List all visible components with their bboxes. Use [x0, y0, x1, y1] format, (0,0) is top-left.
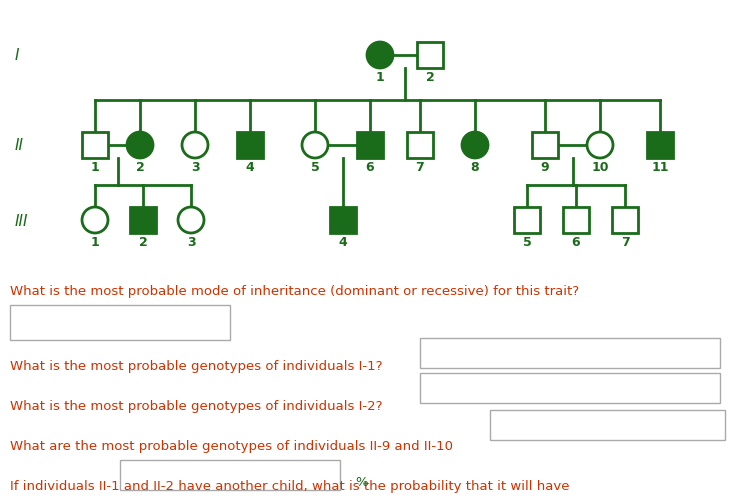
Text: 2: 2	[139, 236, 147, 249]
Text: 6: 6	[366, 161, 375, 174]
Bar	[420, 338, 720, 368]
Bar	[130, 207, 156, 233]
Bar	[82, 132, 108, 158]
Bar	[10, 305, 230, 340]
Text: What are the most probable genotypes of individuals II-9 and II-10: What are the most probable genotypes of …	[10, 440, 453, 453]
Text: 3: 3	[191, 161, 200, 174]
Bar	[330, 207, 356, 233]
Text: What is the most probable genotypes of individuals I-1?: What is the most probable genotypes of i…	[10, 360, 383, 373]
Bar	[563, 207, 589, 233]
Text: 5: 5	[310, 161, 319, 174]
Bar	[514, 207, 540, 233]
Text: 7: 7	[415, 161, 424, 174]
Text: 6: 6	[572, 236, 580, 249]
Text: 1: 1	[375, 71, 384, 84]
Text: 11: 11	[651, 161, 669, 174]
Text: 8: 8	[471, 161, 480, 174]
Circle shape	[178, 207, 204, 233]
Circle shape	[82, 207, 108, 233]
Text: 1: 1	[91, 161, 99, 174]
Text: 4: 4	[338, 236, 347, 249]
Circle shape	[367, 42, 393, 68]
Text: If individuals II-1 and II-2 have another child, what is the probability that it: If individuals II-1 and II-2 have anothe…	[10, 480, 570, 493]
Bar	[612, 207, 638, 233]
Text: 5: 5	[522, 236, 531, 249]
Text: What is the most probable mode of inheritance (dominant or recessive) for this t: What is the most probable mode of inheri…	[10, 285, 579, 298]
Text: 7: 7	[621, 236, 630, 249]
Text: What is the most probable genotypes of individuals I-2?: What is the most probable genotypes of i…	[10, 400, 383, 413]
Circle shape	[462, 132, 488, 158]
Bar	[420, 373, 720, 403]
Text: 4: 4	[245, 161, 254, 174]
Text: 9: 9	[541, 161, 549, 174]
Circle shape	[182, 132, 208, 158]
Bar	[120, 460, 340, 490]
Bar	[647, 132, 673, 158]
Text: 1: 1	[91, 236, 99, 249]
Bar	[417, 42, 443, 68]
Circle shape	[587, 132, 613, 158]
Bar	[357, 132, 383, 158]
Bar	[407, 132, 433, 158]
Text: 10: 10	[591, 161, 609, 174]
Circle shape	[127, 132, 153, 158]
Bar	[237, 132, 263, 158]
Text: 3: 3	[187, 236, 195, 249]
Text: III: III	[15, 215, 29, 230]
Bar	[532, 132, 558, 158]
Text: 2: 2	[426, 71, 435, 84]
Text: 2: 2	[136, 161, 144, 174]
Text: II: II	[15, 138, 24, 153]
Text: %: %	[355, 477, 367, 490]
Bar	[490, 410, 725, 440]
Circle shape	[302, 132, 328, 158]
Text: I: I	[15, 47, 19, 62]
